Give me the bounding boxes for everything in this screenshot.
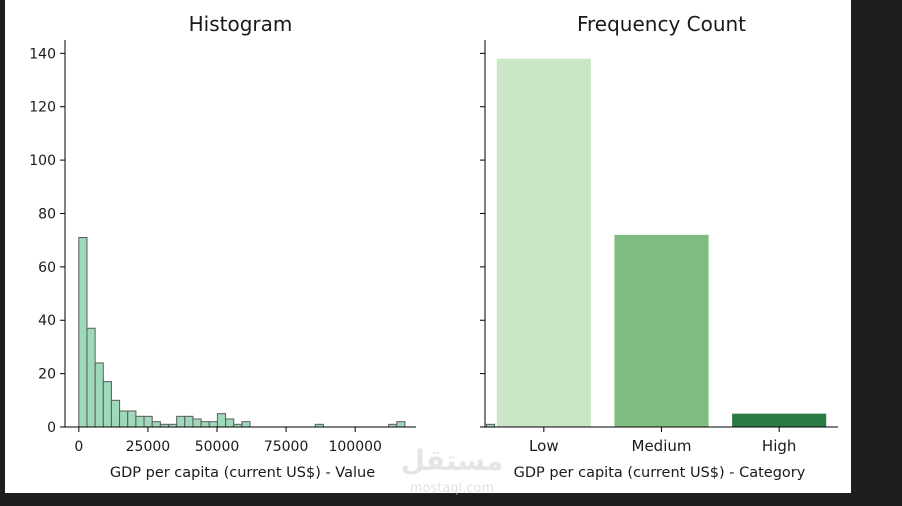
histogram-bar — [184, 415, 194, 428]
histogram-bar — [200, 421, 210, 428]
histogram-y-tick-label: 80 — [38, 206, 56, 222]
frequency-x-tick-label: Medium — [632, 437, 692, 455]
histogram-bar — [143, 415, 153, 428]
frequency-title: Frequency Count — [577, 12, 746, 36]
histogram-bar — [127, 410, 137, 428]
chart-figure: Histogram 0 20 40 60 80 100 120 140 0 25000 50000 75… — [29, 12, 838, 481]
frequency-bar-high — [732, 413, 827, 427]
histogram-bar — [78, 237, 88, 428]
histogram-y-tick-label: 40 — [38, 313, 56, 329]
histogram-bar — [119, 410, 129, 428]
histogram-bar — [94, 362, 104, 428]
histogram-x-tick-label: 50000 — [195, 439, 240, 455]
histogram-bar — [241, 421, 251, 428]
frequency-x-tick-label: Low — [529, 437, 559, 455]
histogram-x-tick-label: 25000 — [126, 439, 171, 455]
histogram-bar — [192, 418, 202, 428]
histogram-bar — [110, 399, 121, 428]
histogram-x-tick-label: 100000 — [328, 439, 381, 455]
histogram-bar — [396, 421, 406, 428]
frequency-bar-low — [496, 58, 591, 427]
frequency-x-label: GDP per capita (current US$) - Category — [514, 465, 806, 481]
histogram-bar — [208, 421, 218, 428]
histogram-x-label: GDP per capita (current US$) - Value — [110, 465, 375, 481]
histogram-y-tick-label: 60 — [38, 260, 56, 276]
histogram-bar — [225, 418, 235, 428]
histogram-y-tick-label: 100 — [29, 153, 56, 169]
histogram-bar — [135, 415, 145, 428]
chart-canvas: Histogram 0 20 40 60 80 100 120 140 0 25000 50000 75… — [5, 0, 851, 493]
histogram-title: Histogram — [189, 12, 293, 36]
histogram-bar — [86, 327, 96, 428]
histogram-bar — [216, 413, 227, 428]
histogram-x-tick-label: 0 — [74, 439, 83, 455]
histogram-y-tick-label: 120 — [29, 100, 56, 116]
histogram-y-tick-label: 140 — [29, 46, 56, 62]
histogram-bar — [176, 415, 186, 428]
histogram-y-tick-label: 0 — [47, 420, 56, 436]
histogram-y-tick-label: 20 — [38, 367, 56, 383]
histogram-bar — [102, 381, 112, 428]
histogram-x-tick-label: 75000 — [264, 439, 309, 455]
frequency-x-tick-label: High — [762, 437, 796, 455]
frequency-bar-medium — [614, 234, 709, 427]
histogram-bar — [151, 421, 161, 428]
